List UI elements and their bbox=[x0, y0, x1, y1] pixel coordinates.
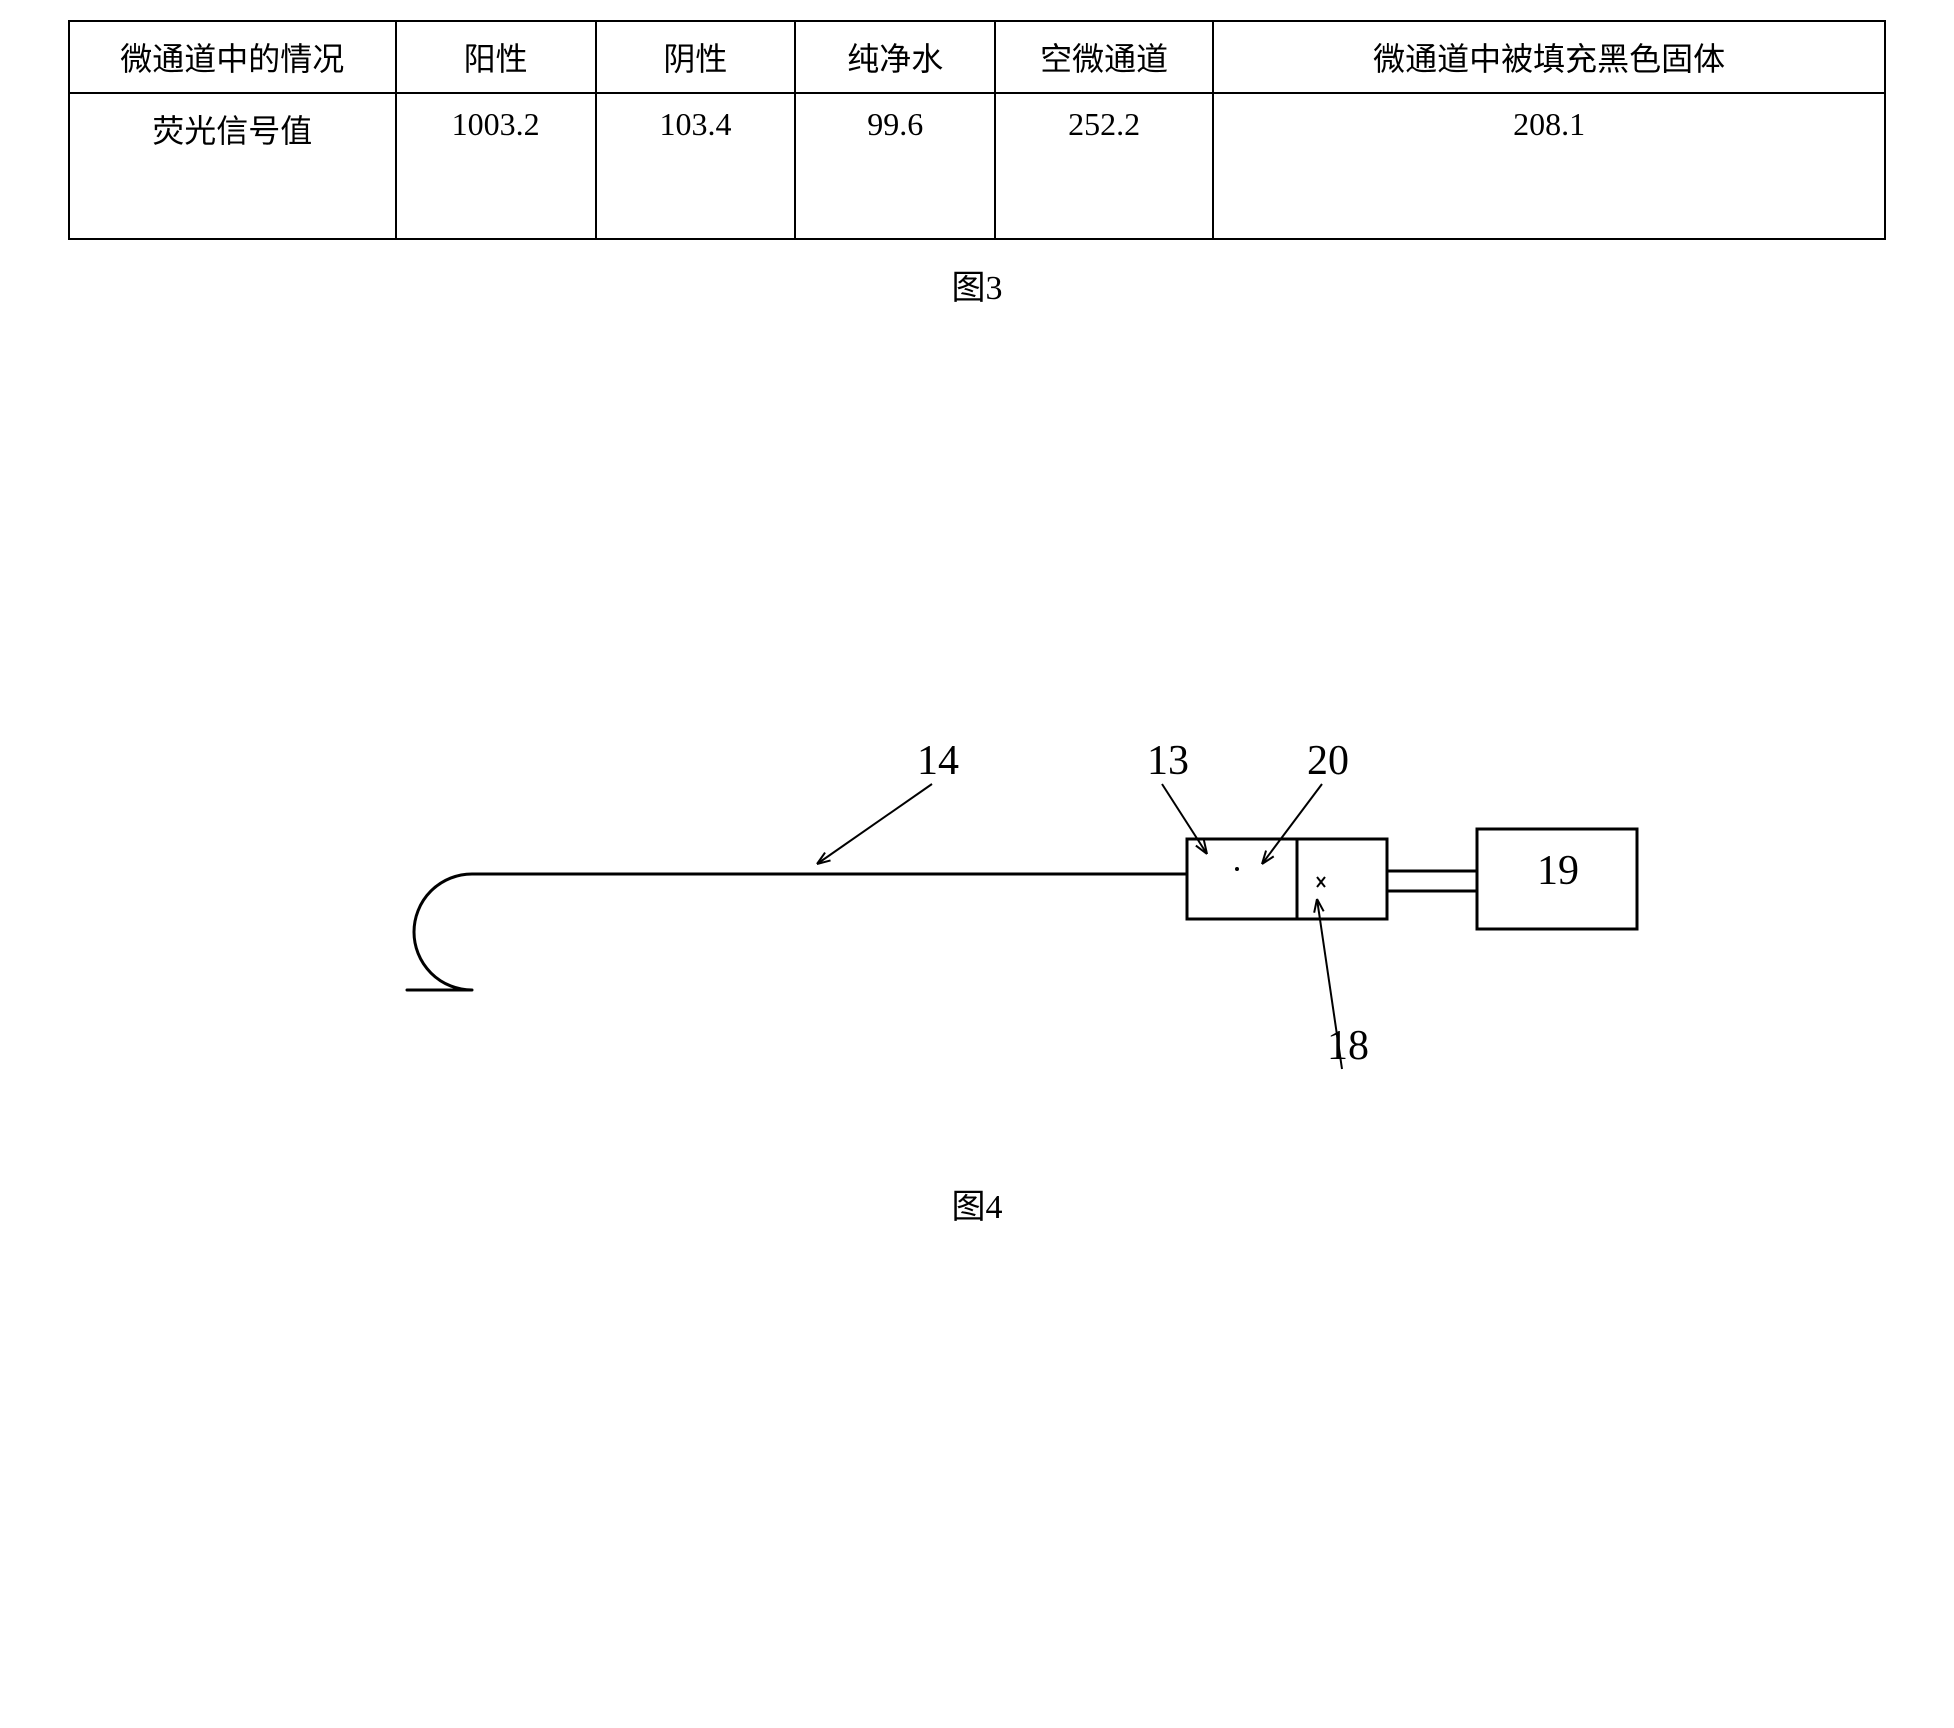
row-label: 荧光信号值 bbox=[69, 93, 396, 239]
svg-text:14: 14 bbox=[917, 738, 959, 784]
cell: 252.2 bbox=[995, 93, 1213, 239]
cell: 1003.2 bbox=[396, 93, 596, 239]
table-header-row: 微通道中的情况 阳性 阴性 纯净水 空微通道 微通道中被填充黑色固体 bbox=[69, 21, 1885, 93]
schematic-diagram: 14 13 20 18 19 bbox=[127, 609, 1827, 1159]
figure-3: 微通道中的情况 阳性 阴性 纯净水 空微通道 微通道中被填充黑色固体 荧光信号值… bbox=[20, 20, 1934, 309]
col-header: 纯净水 bbox=[795, 21, 995, 93]
col-header: 阳性 bbox=[396, 21, 596, 93]
svg-text:13: 13 bbox=[1147, 738, 1189, 784]
col-header: 阴性 bbox=[596, 21, 796, 93]
table-row: 荧光信号值 1003.2 103.4 99.6 252.2 208.1 bbox=[69, 93, 1885, 239]
svg-text:20: 20 bbox=[1307, 738, 1349, 784]
svg-text:18: 18 bbox=[1327, 1023, 1369, 1069]
figure-4: 14 13 20 18 19 图4 bbox=[20, 609, 1934, 1509]
cell: 99.6 bbox=[795, 93, 995, 239]
col-header: 微通道中被填充黑色固体 bbox=[1213, 21, 1885, 93]
cell: 103.4 bbox=[596, 93, 796, 239]
svg-text:19: 19 bbox=[1537, 848, 1579, 894]
figure3-caption: 图3 bbox=[20, 260, 1934, 309]
figure4-caption: 图4 bbox=[20, 1179, 1934, 1228]
cell: 208.1 bbox=[1213, 93, 1885, 239]
col-header: 空微通道 bbox=[995, 21, 1213, 93]
col-header: 微通道中的情况 bbox=[69, 21, 396, 93]
data-table: 微通道中的情况 阳性 阴性 纯净水 空微通道 微通道中被填充黑色固体 荧光信号值… bbox=[68, 20, 1886, 240]
